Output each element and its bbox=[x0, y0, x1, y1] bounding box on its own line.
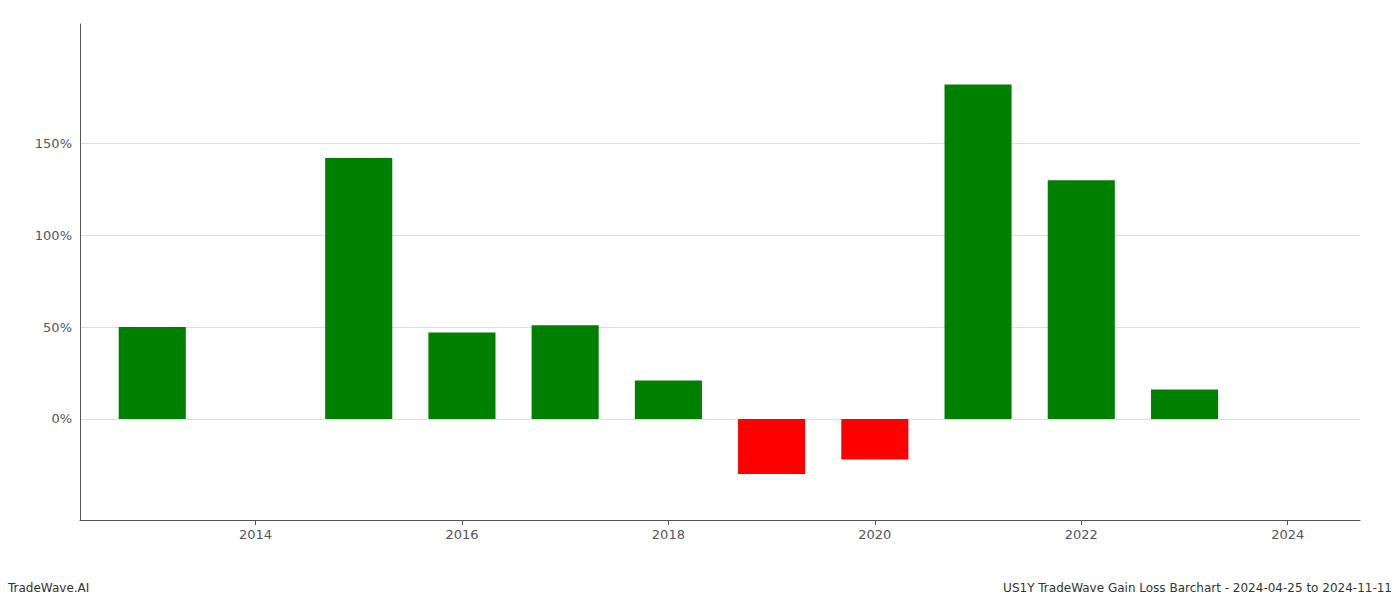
svg-text:2020: 2020 bbox=[858, 527, 891, 542]
svg-text:100%: 100% bbox=[35, 228, 72, 243]
svg-text:2018: 2018 bbox=[652, 527, 685, 542]
svg-text:2014: 2014 bbox=[239, 527, 272, 542]
svg-text:50%: 50% bbox=[43, 320, 72, 335]
svg-text:TradeWave.AI: TradeWave.AI bbox=[7, 581, 89, 595]
svg-text:2016: 2016 bbox=[445, 527, 478, 542]
svg-text:150%: 150% bbox=[35, 136, 72, 151]
svg-text:0%: 0% bbox=[51, 411, 72, 426]
svg-text:2024: 2024 bbox=[1271, 527, 1304, 542]
svg-text:2022: 2022 bbox=[1065, 527, 1098, 542]
svg-text:US1Y TradeWave Gain Loss Barch: US1Y TradeWave Gain Loss Barchart - 2024… bbox=[1003, 581, 1392, 595]
